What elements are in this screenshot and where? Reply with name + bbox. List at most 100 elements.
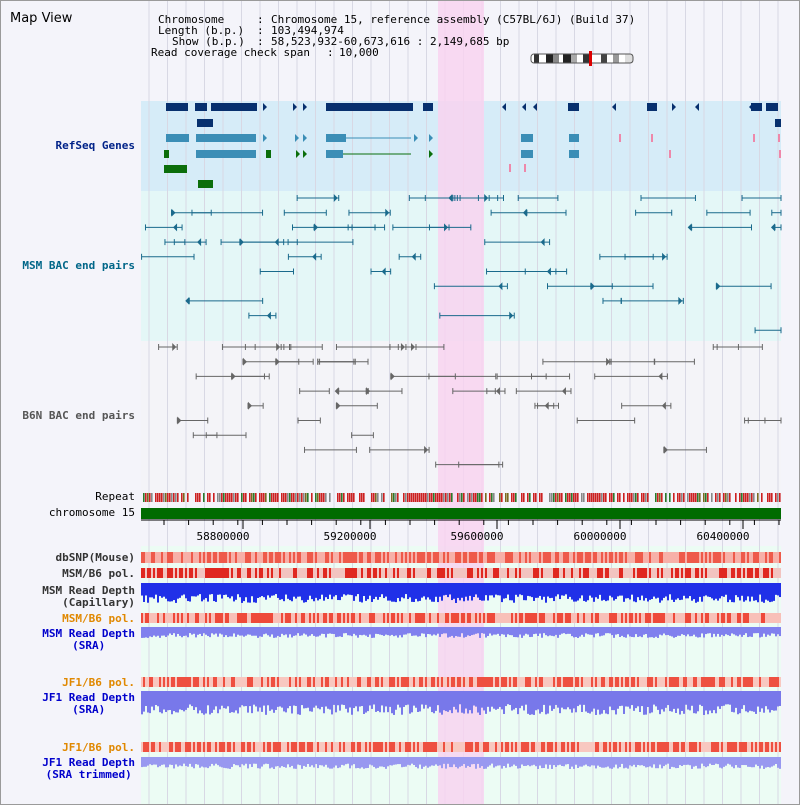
heat-cell	[639, 677, 641, 687]
heat-cell	[749, 552, 751, 563]
heat-cell	[505, 742, 507, 752]
heat-cell	[179, 613, 181, 623]
depth-bar	[303, 757, 305, 766]
depth-bar	[309, 583, 311, 596]
depth-bar	[435, 583, 437, 597]
heat-cell	[313, 677, 315, 687]
depth-bar	[571, 691, 573, 713]
heat-cell	[205, 742, 207, 752]
depth-bar	[705, 691, 707, 711]
heat-cell	[551, 568, 553, 578]
heat-cell	[219, 677, 221, 687]
heat-cell	[589, 552, 591, 563]
depth-bar	[497, 691, 499, 709]
heat-cell	[501, 613, 503, 623]
depth-bar	[697, 757, 699, 769]
heat-cell	[453, 613, 455, 623]
depth-bar	[231, 627, 233, 637]
heat-cell	[753, 742, 755, 752]
depth-bar	[179, 757, 181, 766]
heat-cell	[657, 568, 659, 578]
heat-cell	[415, 742, 417, 752]
depth-bar	[629, 691, 631, 709]
heat-cell	[427, 552, 429, 563]
gene-tick	[753, 134, 755, 142]
depth-bar	[705, 757, 707, 768]
heat-cell	[617, 613, 619, 623]
heat-cell	[355, 613, 357, 623]
heat-cell	[779, 613, 781, 623]
depth-bar	[151, 627, 153, 638]
track-label-msm-bac[interactable]: MSM BAC end pairs	[22, 259, 135, 272]
heat-cell	[659, 552, 661, 563]
depth-bar	[219, 627, 221, 634]
heat-cell	[655, 742, 657, 752]
depth-bar	[521, 583, 523, 596]
depth-bar	[581, 757, 583, 767]
heat-cell	[657, 742, 659, 752]
heat-cell	[461, 742, 463, 752]
depth-bar	[511, 627, 513, 636]
depth-bar	[583, 691, 585, 705]
strand-arrow	[263, 103, 267, 111]
repeat-bar	[739, 493, 741, 502]
heat-cell	[153, 552, 155, 563]
depth-bar	[397, 691, 399, 705]
depth-bar	[271, 627, 273, 635]
heat-cell	[723, 742, 725, 752]
depth-bar	[227, 757, 229, 769]
depth-bar	[327, 627, 329, 634]
heat-cell	[563, 552, 565, 563]
heat-cell	[701, 552, 703, 563]
heat-cell	[497, 568, 499, 578]
depth-bar	[497, 583, 499, 596]
track-label-refseq[interactable]: RefSeq Genes	[55, 139, 135, 152]
repeat-bar	[207, 493, 209, 502]
depth-bar	[565, 583, 567, 595]
heat-cell	[779, 568, 781, 578]
heat-cell	[463, 552, 465, 563]
heat-cell	[655, 552, 657, 563]
heat-cell	[173, 677, 175, 687]
depth-bar	[731, 757, 733, 767]
track-label-b6n-bac[interactable]: B6N BAC end pairs	[22, 409, 135, 422]
heat-cell	[197, 677, 199, 687]
depth-bar	[765, 583, 767, 600]
heat-cell	[429, 552, 431, 563]
depth-bar	[149, 757, 151, 765]
repeat-bar	[511, 493, 513, 502]
heat-cell	[681, 552, 683, 563]
heat-cell	[461, 677, 463, 687]
heat-cell	[351, 568, 353, 578]
heat-cell	[651, 568, 653, 578]
depth-bar	[563, 757, 565, 767]
heat-cell	[581, 742, 583, 752]
depth-bar	[581, 691, 583, 712]
heat-cell	[519, 677, 521, 687]
heat-cell	[459, 552, 461, 563]
repeat-bar	[735, 493, 737, 502]
depth-bar	[349, 691, 351, 708]
depth-bar	[341, 691, 343, 705]
depth-bar	[299, 627, 301, 636]
heat-cell	[711, 568, 713, 578]
heat-cell	[565, 613, 567, 623]
heat-cell	[519, 742, 521, 752]
heat-cell	[675, 742, 677, 752]
depth-bar	[703, 583, 705, 597]
strand-arrow	[429, 134, 433, 142]
depth-bar	[771, 583, 773, 602]
depth-bar	[485, 583, 487, 596]
heat-cell	[269, 552, 271, 563]
depth-bar	[523, 691, 525, 711]
depth-bar	[479, 627, 481, 638]
heat-cell	[387, 568, 389, 578]
heat-cell	[483, 552, 485, 563]
heat-cell	[599, 613, 601, 623]
heat-cell	[725, 742, 727, 752]
depth-bar	[653, 691, 655, 705]
heat-cell	[275, 613, 277, 623]
heat-cell	[699, 613, 701, 623]
depth-bar	[197, 627, 199, 635]
